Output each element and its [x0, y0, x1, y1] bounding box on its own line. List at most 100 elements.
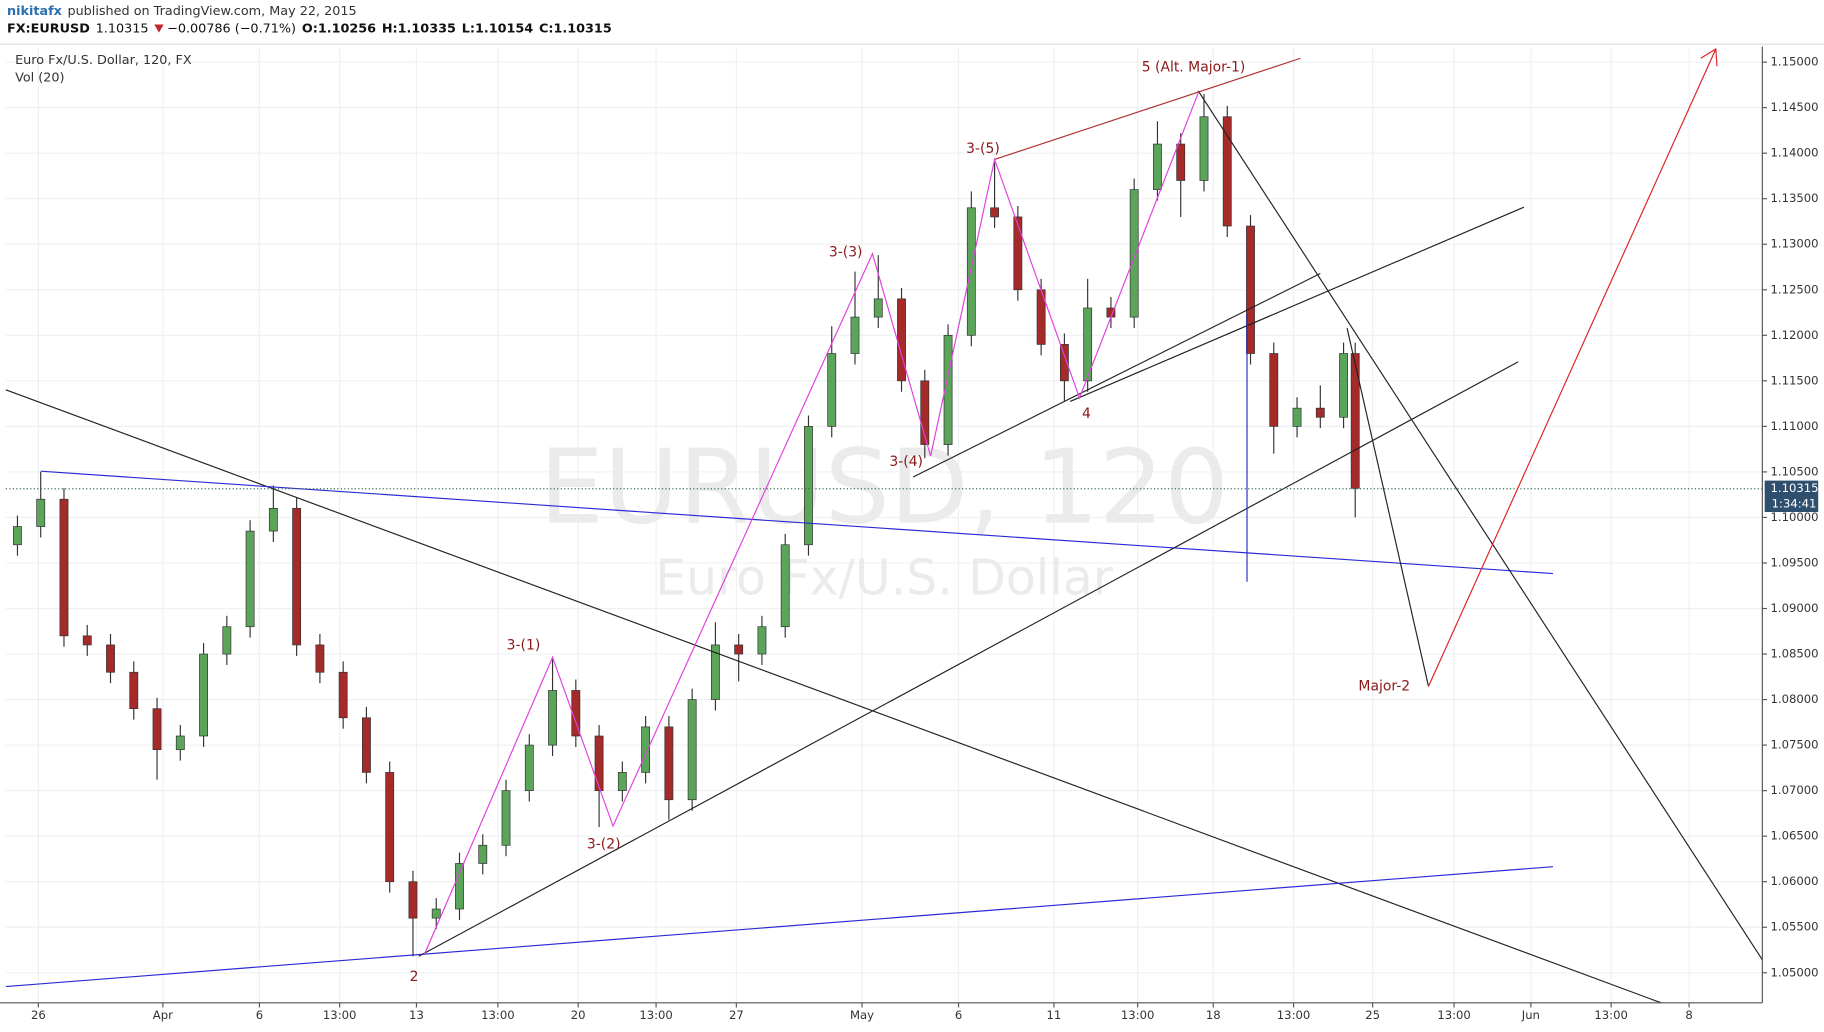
x-tick-label: 6: [256, 1008, 263, 1022]
down-arrow: [154, 24, 164, 33]
candle-body: [362, 717, 371, 773]
candle-body: [199, 653, 208, 737]
candle-body: [1315, 407, 1325, 418]
trend-line: [418, 361, 1519, 957]
y-tick-label: 1.08500: [1770, 647, 1818, 661]
axes: 1.05000 1.05500 1.06000 1.06500 1.07000 1.075…: [5, 55, 1819, 1022]
candle-body: [292, 507, 302, 646]
candle-body: [338, 671, 348, 719]
y-tick-label: 1.08000: [1770, 692, 1818, 706]
y-tick-label: 1.07500: [1770, 738, 1818, 752]
candle-body: [990, 207, 1000, 218]
x-tick-label: 27: [729, 1008, 744, 1022]
candle-body: [943, 334, 953, 445]
candle-body: [1246, 225, 1255, 354]
annotation: 2: [410, 969, 419, 985]
candle-body: [804, 426, 813, 546]
subtitle: Vol (20): [15, 71, 64, 86]
candle-body: [617, 772, 627, 791]
arrow-head: [1700, 47, 1718, 67]
candle-body: [36, 498, 46, 527]
trend-line: [5, 389, 1662, 1004]
candle-body: [734, 644, 744, 655]
chart-title: Euro Fx/U.S. Dollar, 120, FX: [15, 53, 192, 68]
candle-body: [129, 671, 139, 710]
last-price-box: [1764, 480, 1819, 513]
last-price-label: 1.10315: [1770, 481, 1818, 495]
candle-body: [1222, 116, 1232, 227]
y-tick-label: 1.09500: [1770, 555, 1818, 569]
quote: FX:EURUSD 1.10315 −0.00786 (−0.71%) O:1.102…: [7, 22, 612, 37]
candle-body: [1199, 116, 1209, 181]
candle-body: [757, 626, 767, 655]
candle-body: [641, 726, 651, 773]
y-tick-label: 1.14000: [1770, 146, 1818, 160]
y-tick-label: 1.12500: [1770, 282, 1818, 296]
candle-body: [1269, 353, 1279, 427]
time-axis: [0, 1002, 1824, 1032]
x-tick-label: 13:00: [1437, 1008, 1471, 1022]
x-tick-label: Jun: [1521, 1008, 1540, 1022]
y-tick-label: 1.11500: [1770, 373, 1818, 387]
candle-body: [1153, 143, 1162, 190]
y-tick-label: 1.11000: [1770, 419, 1818, 433]
candle-body: [710, 644, 720, 700]
candle-body: [431, 908, 441, 919]
x-tick-label: 25: [1365, 1008, 1380, 1022]
quote-low: L:1.10154: [462, 22, 534, 37]
countdown: 1:34:41: [1772, 496, 1817, 510]
trend-line: [1197, 90, 1763, 961]
candle-body: [850, 316, 860, 354]
publisher[interactable]: nikitafx: [7, 4, 63, 19]
candle-body: [13, 526, 22, 546]
y-tick-label: 1.13000: [1770, 237, 1818, 251]
candle-body: [385, 772, 395, 883]
watermark-sub: Euro Fx/U.S. Dollar: [655, 550, 1114, 607]
candle-body: [408, 881, 418, 919]
annotation: 3-(2): [587, 837, 621, 853]
annotation: 3-(3): [829, 245, 863, 261]
candle-body: [827, 353, 837, 427]
x-tick-label: 18: [1206, 1008, 1221, 1022]
candle-body: [478, 844, 488, 864]
candle-body: [175, 735, 185, 751]
y-tick-label: 1.14500: [1770, 100, 1818, 114]
candle-body: [780, 544, 790, 628]
annotation: 3-(1): [507, 638, 541, 654]
price-axis: [1762, 46, 1824, 1032]
candle-body: [571, 690, 581, 737]
quote-last: 1.10315: [96, 22, 149, 37]
y-tick-label: 1.09000: [1770, 601, 1818, 615]
x-tick-label: Apr: [153, 1008, 173, 1022]
x-tick-label: 6: [955, 1008, 962, 1022]
annotation: 3-(4): [889, 454, 923, 470]
candle-body: [59, 498, 69, 637]
wave-count: [424, 92, 1199, 955]
header: [0, 0, 1824, 45]
x-tick-label: May: [850, 1008, 874, 1022]
candles: [13, 93, 1360, 957]
candle-body: [245, 530, 255, 628]
quote-open: O:1.10256: [302, 22, 376, 37]
x-tick-label: 26: [31, 1008, 46, 1022]
watermark: EURUSD, 120: [539, 428, 1229, 547]
x-tick-label: 8: [1685, 1008, 1692, 1022]
candle-body: [1350, 353, 1360, 489]
quote-symbol: FX:EURUSD: [7, 22, 90, 37]
candle-body: [1013, 216, 1023, 291]
y-tick-label: 1.15000: [1770, 55, 1818, 69]
x-tick-label: 13:00: [481, 1008, 515, 1022]
y-tick-label: 1.10500: [1770, 464, 1818, 478]
candle-body: [315, 644, 325, 673]
quote-change: −0.00786 (−0.71%): [167, 22, 296, 37]
candle-body: [1292, 407, 1302, 427]
trend-line: [1069, 206, 1525, 402]
candle-body: [897, 298, 906, 382]
y-tick-label: 1.13500: [1770, 191, 1818, 205]
quote-close: C:1.10315: [539, 22, 612, 37]
projection-arrow: [1427, 48, 1717, 687]
y-tick-label: 1.06500: [1770, 829, 1818, 843]
annotation: 5 (Alt. Major-1): [1142, 60, 1246, 76]
